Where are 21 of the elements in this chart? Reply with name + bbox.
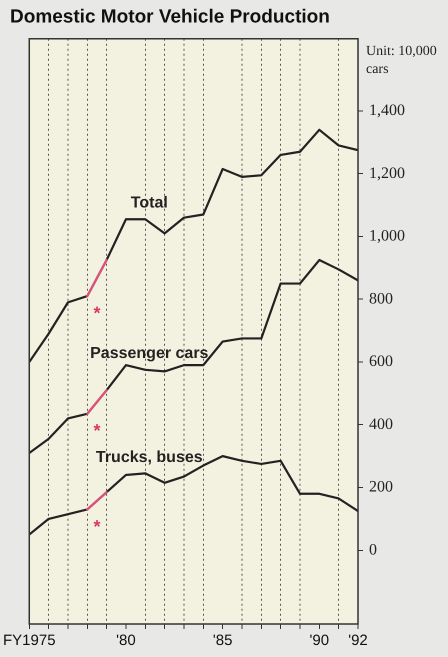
y-tick-label: 800 bbox=[369, 290, 393, 308]
y-tick-label: 1,000 bbox=[369, 228, 405, 245]
y-tick-label: 0 bbox=[369, 541, 377, 558]
x-tick-label: '80 bbox=[116, 632, 136, 650]
y-tick-label: 600 bbox=[369, 353, 393, 370]
series-label: Trucks, buses bbox=[96, 448, 203, 466]
y-axis-title: Unit: 10,000 cars bbox=[366, 44, 437, 77]
annotation: * bbox=[93, 303, 100, 324]
series-label: Total bbox=[130, 194, 168, 212]
y-tick-label: 1,400 bbox=[369, 102, 405, 120]
y-tick-label: 1,200 bbox=[369, 164, 405, 182]
x-tick-label: '90 bbox=[310, 632, 330, 650]
annotation: * bbox=[93, 420, 100, 441]
series-label: Passenger cars bbox=[90, 345, 209, 362]
x-tick-label: '85 bbox=[212, 632, 232, 650]
x-tick-label: '92 bbox=[348, 632, 368, 650]
y-tick-label: 200 bbox=[369, 478, 393, 496]
y-tick-label: 400 bbox=[369, 416, 393, 433]
chart-title: Domestic Motor Vehicle Production bbox=[10, 6, 330, 28]
annotation: * bbox=[93, 516, 100, 536]
x-tick-label: FY1975 bbox=[2, 632, 56, 650]
